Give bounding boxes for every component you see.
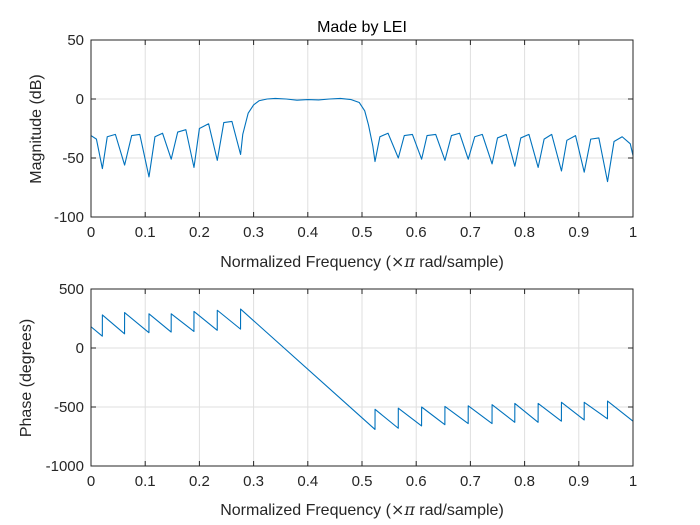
phase-xtick-label: 0.6 <box>406 473 427 490</box>
phase-ytick-label: -1000 <box>46 458 84 475</box>
phase-ylabel: Phase (degrees) <box>18 319 35 437</box>
magnitude-xlabel: Normalized Frequency (×π rad/sample) <box>220 252 504 271</box>
phase-xtick-label: 0.8 <box>514 473 535 490</box>
phase-ytick-label: 500 <box>59 281 84 298</box>
magnitude-xtick-label: 0.9 <box>568 224 589 241</box>
magnitude-xtick-label: 0.8 <box>514 224 535 241</box>
magnitude-ylabel: Magnitude (dB) <box>28 74 45 183</box>
phase-ytick-label: 0 <box>76 340 84 357</box>
magnitude-ytick-label: 50 <box>67 32 84 49</box>
magnitude-xlabel-symbol: ×π <box>391 252 415 271</box>
phase-xlabel-prefix: Normalized Frequency ( <box>220 502 391 519</box>
magnitude-xtick-label: 0.5 <box>352 224 373 241</box>
magnitude-ytick-label: -100 <box>54 209 84 226</box>
phase-xtick-label: 0.3 <box>243 473 264 490</box>
phase-xtick-label: 0.2 <box>189 473 210 490</box>
phase-xlabel: Normalized Frequency (×π rad/sample) <box>220 500 504 519</box>
magnitude-xtick-label: 1 <box>629 224 637 241</box>
phase-xtick-label: 0.9 <box>568 473 589 490</box>
phase-xlabel-suffix: rad/sample) <box>415 502 504 519</box>
phase-series-line <box>90 308 634 430</box>
magnitude-xlabel-prefix: Normalized Frequency ( <box>220 254 391 271</box>
magnitude-xtick-label: 0.2 <box>189 224 210 241</box>
phase-xtick-label: 0.5 <box>352 473 373 490</box>
magnitude-xlabel-suffix: rad/sample) <box>415 254 504 271</box>
magnitude-series-line <box>90 97 634 183</box>
magnitude-xtick-label: 0 <box>87 224 95 241</box>
magnitude-ytick-label: 0 <box>76 91 84 108</box>
phase-ytick-label: -500 <box>54 399 84 416</box>
magnitude-xtick-label: 0.1 <box>135 224 156 241</box>
magnitude-ytick-label: -50 <box>62 150 84 167</box>
phase-xtick-label: 0 <box>87 473 95 490</box>
phase-xlabel-symbol: ×π <box>391 500 415 519</box>
magnitude-xtick-label: 0.6 <box>406 224 427 241</box>
magnitude-axes: Made by LEI Magnitude (dB) Normalized Fr… <box>28 19 637 271</box>
phase-xtick-label: 0.1 <box>135 473 156 490</box>
magnitude-xtick-label: 0.4 <box>297 224 318 241</box>
phase-xtick-label: 0.7 <box>460 473 481 490</box>
phase-xtick-label: 0.4 <box>297 473 318 490</box>
magnitude-xtick-label: 0.3 <box>243 224 264 241</box>
phase-xtick-label: 1 <box>629 473 637 490</box>
phase-axes: Phase (degrees) Normalized Frequency (×π… <box>18 281 637 519</box>
magnitude-title: Made by LEI <box>317 19 407 36</box>
magnitude-xtick-label: 0.7 <box>460 224 481 241</box>
